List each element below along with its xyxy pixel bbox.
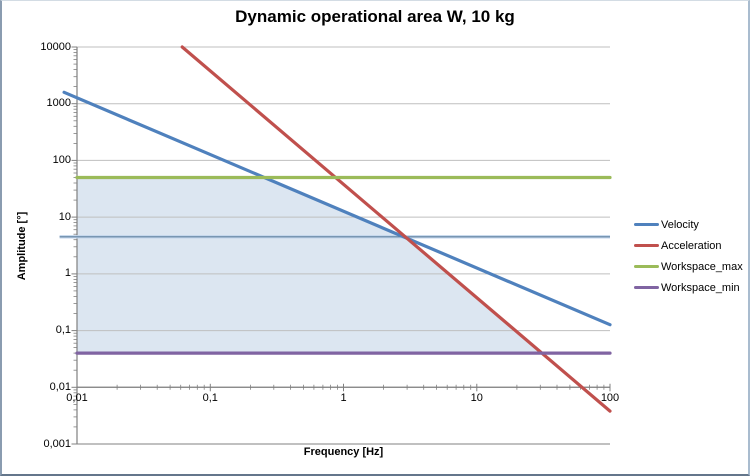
legend-label: Velocity [661, 218, 699, 231]
legend-label: Workspace_max [661, 260, 743, 273]
y-tick-label: 10000 [40, 40, 71, 53]
operational-area-fill [77, 177, 542, 354]
y-tick-label: 0,01 [49, 380, 71, 393]
legend-line-swatch [634, 286, 659, 289]
y-tick-label: 0,001 [43, 437, 71, 450]
legend-item-workspace_max: Workspace_max [634, 260, 743, 273]
legend: Velocity Acceleration Workspace_max Workspa… [634, 218, 743, 294]
legend-item-acceleration: Acceleration [634, 239, 743, 252]
legend-line-swatch [634, 244, 659, 247]
legend-item-workspace_min: Workspace_min [634, 281, 743, 294]
y-tick-label: 0,1 [55, 324, 71, 337]
x-axis-title: Frequency [Hz] [303, 446, 384, 458]
x-tick-label: 100 [600, 392, 620, 404]
x-tick-label: 10 [470, 392, 483, 404]
x-tick-label: 0,01 [66, 392, 88, 404]
legend-label: Acceleration [661, 239, 722, 252]
y-tick-label: 1000 [46, 97, 71, 110]
series-line-velocity [62, 90, 612, 327]
legend-line-swatch [634, 265, 659, 268]
y-tick-label: 1 [64, 267, 71, 280]
x-tick-label: 0,1 [202, 392, 218, 404]
legend-item-velocity: Velocity [634, 218, 743, 231]
y-tick-label: 10 [58, 210, 71, 223]
legend-label: Workspace_min [661, 281, 740, 294]
x-tick-label: 1 [340, 392, 347, 404]
y-tick-label: 100 [52, 153, 71, 166]
series-line-acceleration [180, 45, 612, 413]
chart-title: Dynamic operational area W, 10 kg [235, 7, 515, 26]
legend-line-swatch [634, 223, 659, 226]
